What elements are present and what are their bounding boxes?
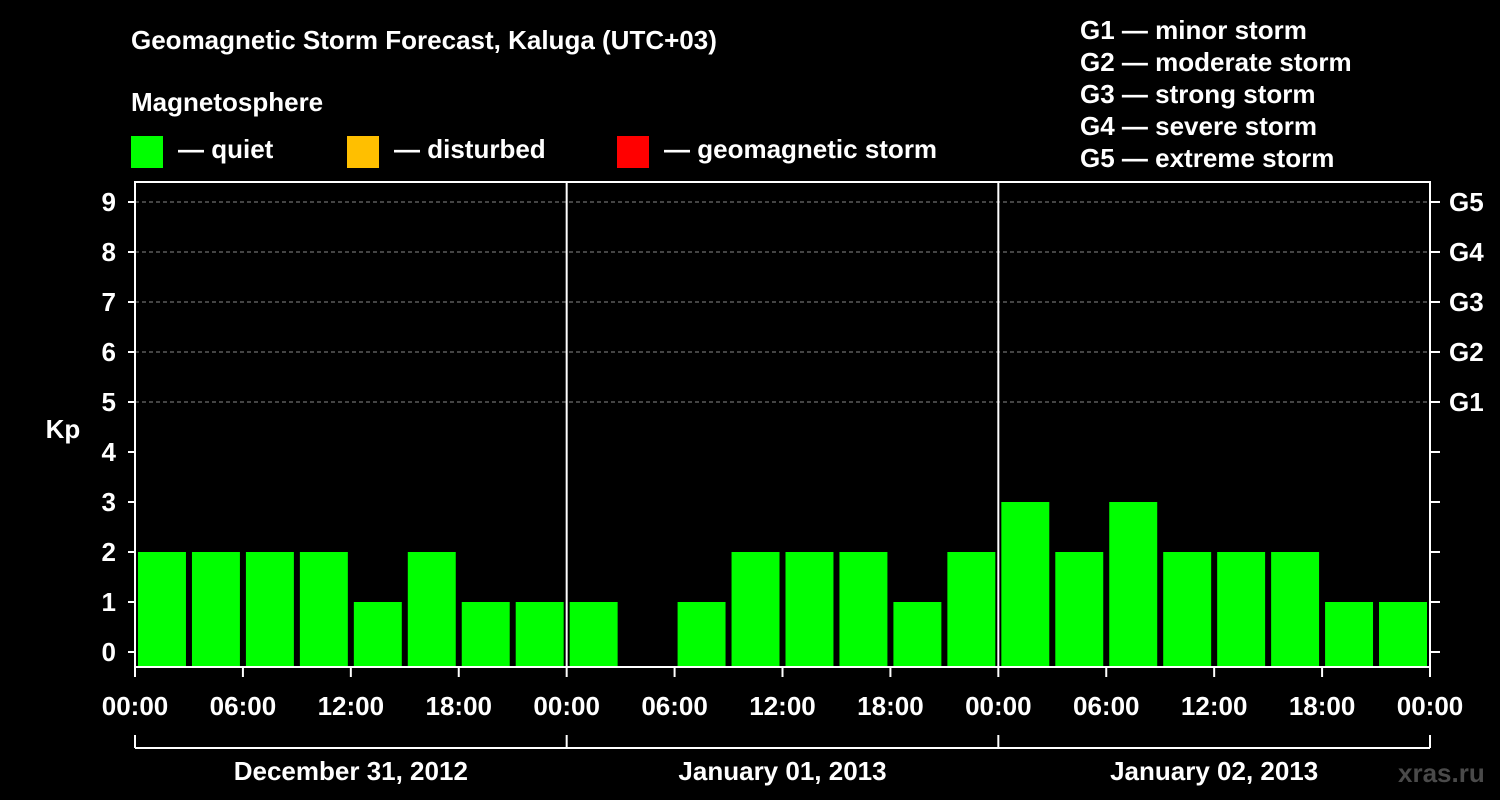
x-tick-label: 12:00 xyxy=(749,691,816,721)
y-tick-label: 7 xyxy=(102,287,116,317)
kp-bar xyxy=(1325,602,1374,667)
storm-scale-g4: G4 — severe storm xyxy=(1080,111,1318,141)
kp-bar xyxy=(785,552,834,667)
magnetosphere-label: Magnetosphere xyxy=(131,87,324,117)
g-scale-label: G5 xyxy=(1449,187,1484,217)
kp-bar xyxy=(1379,602,1427,667)
storm-scale-g1: G1 — minor storm xyxy=(1080,15,1307,45)
x-tick-label: 06:00 xyxy=(1073,691,1140,721)
y-tick-label: 9 xyxy=(102,187,116,217)
g-scale-label: G4 xyxy=(1449,237,1484,267)
legend-swatch-quiet xyxy=(131,136,163,168)
x-tick-label: 00:00 xyxy=(1397,691,1464,721)
x-tick-label: 18:00 xyxy=(857,691,924,721)
chart-title: Geomagnetic Storm Forecast, Kaluga (UTC+… xyxy=(131,25,717,55)
y-tick-label: 3 xyxy=(102,487,116,517)
x-tick-label: 06:00 xyxy=(641,691,708,721)
g-scale-label: G3 xyxy=(1449,287,1484,317)
kp-bar xyxy=(353,602,402,667)
kp-bar xyxy=(677,602,726,667)
day-label: January 02, 2013 xyxy=(1110,756,1318,786)
day-label: December 31, 2012 xyxy=(234,756,468,786)
kp-bar xyxy=(138,552,186,667)
storm-scale-g5: G5 — extreme storm xyxy=(1080,143,1335,173)
y-tick-label: 6 xyxy=(102,337,116,367)
g-scale-label: G2 xyxy=(1449,337,1484,367)
y-tick-label: 0 xyxy=(102,637,116,667)
legend-label-storm: — geomagnetic storm xyxy=(664,134,938,164)
kp-bar xyxy=(893,602,942,667)
kp-bar xyxy=(1271,552,1320,667)
y-tick-label: 1 xyxy=(102,587,116,617)
day-label: January 01, 2013 xyxy=(678,756,886,786)
x-tick-label: 18:00 xyxy=(1289,691,1356,721)
legend-swatch-storm xyxy=(617,136,649,168)
storm-scale-g2: G2 — moderate storm xyxy=(1080,47,1352,77)
x-tick-label: 00:00 xyxy=(533,691,600,721)
x-tick-label: 12:00 xyxy=(1181,691,1248,721)
x-tick-label: 18:00 xyxy=(426,691,493,721)
kp-bar xyxy=(1217,552,1266,667)
storm-scale-g3: G3 — strong storm xyxy=(1080,79,1316,109)
x-tick-label: 00:00 xyxy=(102,691,169,721)
kp-bar xyxy=(947,552,996,667)
kp-bar xyxy=(1055,552,1104,667)
kp-bar xyxy=(461,602,510,667)
kp-bar xyxy=(731,552,780,667)
watermark: xras.ru xyxy=(1398,758,1485,788)
legend-swatch-disturbed xyxy=(347,136,379,168)
kp-bar xyxy=(299,552,348,667)
kp-bar xyxy=(245,552,294,667)
x-tick-label: 00:00 xyxy=(965,691,1032,721)
x-tick-label: 06:00 xyxy=(210,691,277,721)
x-tick-label: 12:00 xyxy=(318,691,385,721)
legend-label-disturbed: — disturbed xyxy=(394,134,546,164)
kp-bar xyxy=(1163,552,1212,667)
kp-bar xyxy=(407,552,456,667)
kp-bar xyxy=(191,552,240,667)
y-tick-label: 4 xyxy=(102,437,117,467)
y-tick-label: 8 xyxy=(102,237,116,267)
y-tick-label: 5 xyxy=(102,387,116,417)
kp-bar xyxy=(515,602,564,667)
kp-bar xyxy=(839,552,888,667)
kp-bar xyxy=(569,602,618,667)
y-tick-label: 2 xyxy=(102,537,116,567)
legend-label-quiet: — quiet xyxy=(178,134,274,164)
g-scale-label: G1 xyxy=(1449,387,1484,417)
kp-bar xyxy=(1109,502,1158,667)
y-axis-label: Kp xyxy=(46,414,81,444)
kp-bar xyxy=(1001,502,1050,667)
